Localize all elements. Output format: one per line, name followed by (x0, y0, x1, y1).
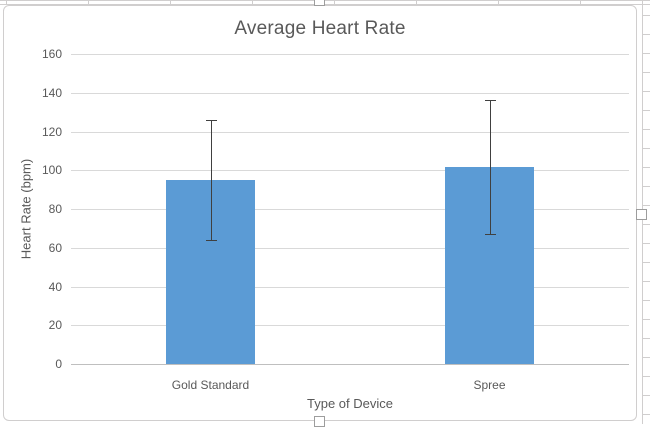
y-tick-label: 100 (41, 163, 62, 178)
y-gridline (71, 131, 629, 133)
error-bar-cap (205, 120, 217, 122)
y-tick-label: 80 (48, 202, 62, 216)
y-gridline (71, 247, 629, 249)
sheet-row-tick (642, 262, 650, 263)
sheet-row-tick (642, 414, 650, 415)
resize-handle-bottom-middle[interactable] (314, 416, 325, 427)
sheet-row-line (0, 0, 650, 1)
y-gridline (71, 209, 629, 210)
sheet-column-tick (252, 0, 253, 5)
y-tick-label: 140 (41, 85, 62, 100)
y-tick-label: 20 (48, 318, 62, 333)
resize-handle-right-middle[interactable] (636, 209, 647, 220)
x-axis-line (71, 364, 629, 365)
sheet-row-tick (642, 186, 650, 187)
sheet-row-tick (642, 129, 650, 130)
category-label: Gold Standard (171, 378, 250, 392)
sheet-row-tick (642, 167, 650, 168)
error-bar (210, 120, 212, 241)
sheet-column-tick (416, 0, 417, 5)
error-bar-cap (484, 100, 496, 102)
resize-handle-top-middle[interactable] (314, 0, 325, 6)
y-tick-label: 60 (48, 240, 62, 255)
sheet-column-tick (6, 0, 7, 5)
sheet-column-tick (334, 0, 335, 5)
sheet-column-tick (170, 0, 171, 5)
sheet-column-tick (88, 0, 89, 5)
sheet-row-tick (642, 110, 650, 111)
sheet-row-tick (642, 319, 650, 320)
y-gridline (71, 286, 629, 288)
sheet-row-tick (642, 338, 650, 339)
sheet-row-tick (642, 395, 650, 396)
sheet-row-line (0, 4, 650, 5)
sheet-column-tick (498, 0, 499, 5)
error-bar (489, 100, 491, 234)
y-gridline (71, 54, 629, 55)
sheet-row-tick (642, 376, 650, 377)
sheet-row-tick (642, 53, 650, 54)
sheet-row-tick (642, 281, 650, 282)
sheet-column-tick (580, 0, 581, 5)
sheet-row-tick (642, 205, 650, 206)
sheet-row-tick (642, 357, 650, 358)
y-tick-label: 40 (48, 279, 62, 294)
y-gridline (71, 170, 629, 172)
sheet-row-tick (642, 72, 650, 73)
sheet-row-tick (642, 224, 650, 225)
y-tick-label: 120 (41, 124, 62, 139)
error-bar-cap (205, 240, 217, 242)
y-tick-label: 0 (55, 357, 62, 371)
chart-title[interactable]: Average Heart Rate (234, 18, 406, 39)
sheet-row-tick (642, 91, 650, 92)
error-bar-cap (484, 233, 496, 235)
sheet-row-tick (642, 34, 650, 35)
x-axis-title[interactable]: Type of Device (307, 396, 393, 411)
y-gridline (71, 325, 629, 327)
sheet-row-tick (642, 243, 650, 244)
chart-object[interactable]: Average Heart Rate Heart Rate (bpm) Type… (3, 5, 637, 421)
sheet-row-tick (642, 15, 650, 16)
sheet-row-tick (642, 148, 650, 149)
y-tick-label: 160 (41, 47, 62, 61)
sheet-row-tick (642, 300, 650, 301)
category-label: Spree (473, 378, 506, 392)
y-gridline (71, 92, 629, 94)
